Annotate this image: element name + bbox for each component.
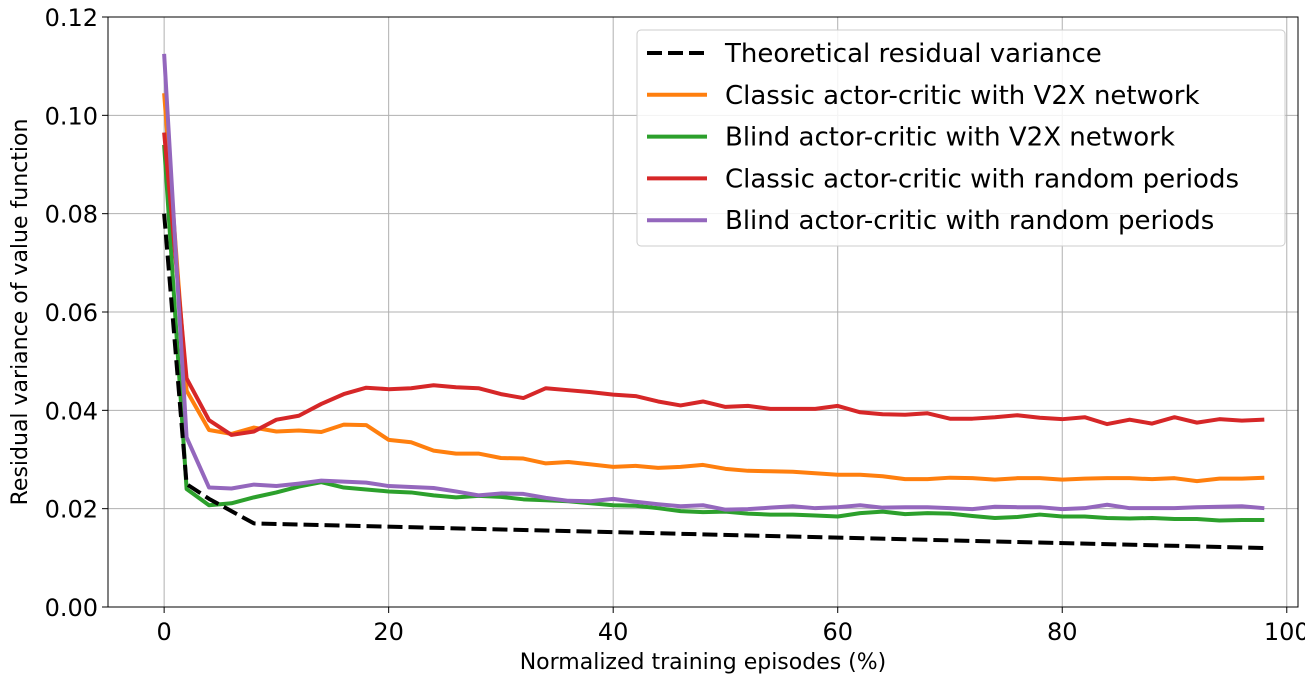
series-line-3 bbox=[162, 132, 1265, 437]
y-axis-label: Residual variance of value function bbox=[8, 119, 33, 506]
series-line-2 bbox=[162, 144, 1265, 523]
y-tick-label: 0.10 bbox=[45, 102, 98, 130]
y-tick-label: 0.08 bbox=[45, 201, 98, 229]
x-tick-label: 80 bbox=[1047, 618, 1078, 646]
x-axis-label: Normalized training episodes (%) bbox=[520, 650, 887, 675]
legend-label: Theoretical residual variance bbox=[724, 39, 1102, 69]
series-lines bbox=[162, 53, 1265, 550]
x-tick-label: 20 bbox=[373, 618, 404, 646]
x-tick-label: 100 bbox=[1264, 618, 1305, 646]
y-tick-label: 0.00 bbox=[45, 594, 98, 622]
axis-ticks: 0 20 40 60 80 100 0.00 0.02 0.04 0.06 0.08 0.10 0.12 bbox=[45, 4, 1305, 646]
legend-label: Classic actor-critic with V2X network bbox=[725, 81, 1200, 111]
legend-label: Classic actor-critic with random periods bbox=[725, 164, 1239, 194]
legend: Theoretical residual variance Classic act… bbox=[636, 29, 1286, 247]
y-tick-label: 0.12 bbox=[45, 4, 98, 32]
legend-box bbox=[636, 29, 1286, 247]
series-line-0 bbox=[162, 213, 1265, 550]
y-tick-label: 0.02 bbox=[45, 496, 98, 524]
x-tick-label: 0 bbox=[156, 618, 171, 646]
legend-label: Blind actor-critic with V2X network bbox=[725, 123, 1175, 153]
y-tick-label: 0.04 bbox=[45, 397, 98, 425]
series-line-1 bbox=[162, 93, 1265, 484]
y-tick-label: 0.06 bbox=[45, 299, 98, 327]
x-tick-label: 60 bbox=[822, 618, 853, 646]
legend-label: Blind actor-critic with random periods bbox=[725, 206, 1214, 236]
series-line-4 bbox=[162, 53, 1265, 512]
x-tick-label: 40 bbox=[598, 618, 629, 646]
